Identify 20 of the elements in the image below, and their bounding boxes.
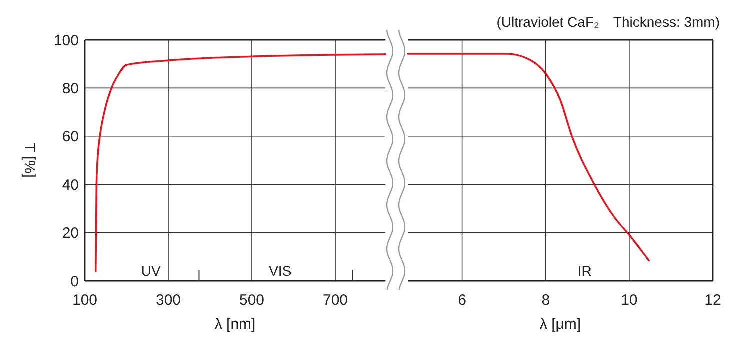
x-tick-label: 8	[542, 292, 550, 309]
x-tick-label: 500	[239, 292, 265, 309]
annotation: VIS	[269, 262, 292, 279]
x-tick-label: 10	[621, 292, 638, 309]
y-tick-label: 20	[62, 225, 79, 242]
x-tick-label: 12	[704, 292, 722, 309]
x-tick-label: 300	[156, 292, 182, 309]
annotation: IR	[578, 262, 592, 279]
x-axis-title: λ [nm]	[214, 316, 256, 333]
chart-title: (Ultraviolet CaF₂ Thickness: 3mm)	[496, 14, 720, 30]
x-tick-label: 700	[322, 292, 348, 309]
x-axis-title: λ [μm]	[540, 316, 582, 333]
y-tick-label: 40	[62, 176, 79, 194]
y-tick-label: 60	[62, 128, 79, 146]
y-tick-label: 100	[54, 32, 79, 50]
y-tick-label: 80	[62, 80, 79, 98]
annotation: UV	[141, 262, 162, 279]
y-axis-title: T [%]	[21, 143, 38, 178]
y-tick-label: 0	[70, 273, 79, 290]
x-tick-label: 6	[458, 292, 466, 309]
